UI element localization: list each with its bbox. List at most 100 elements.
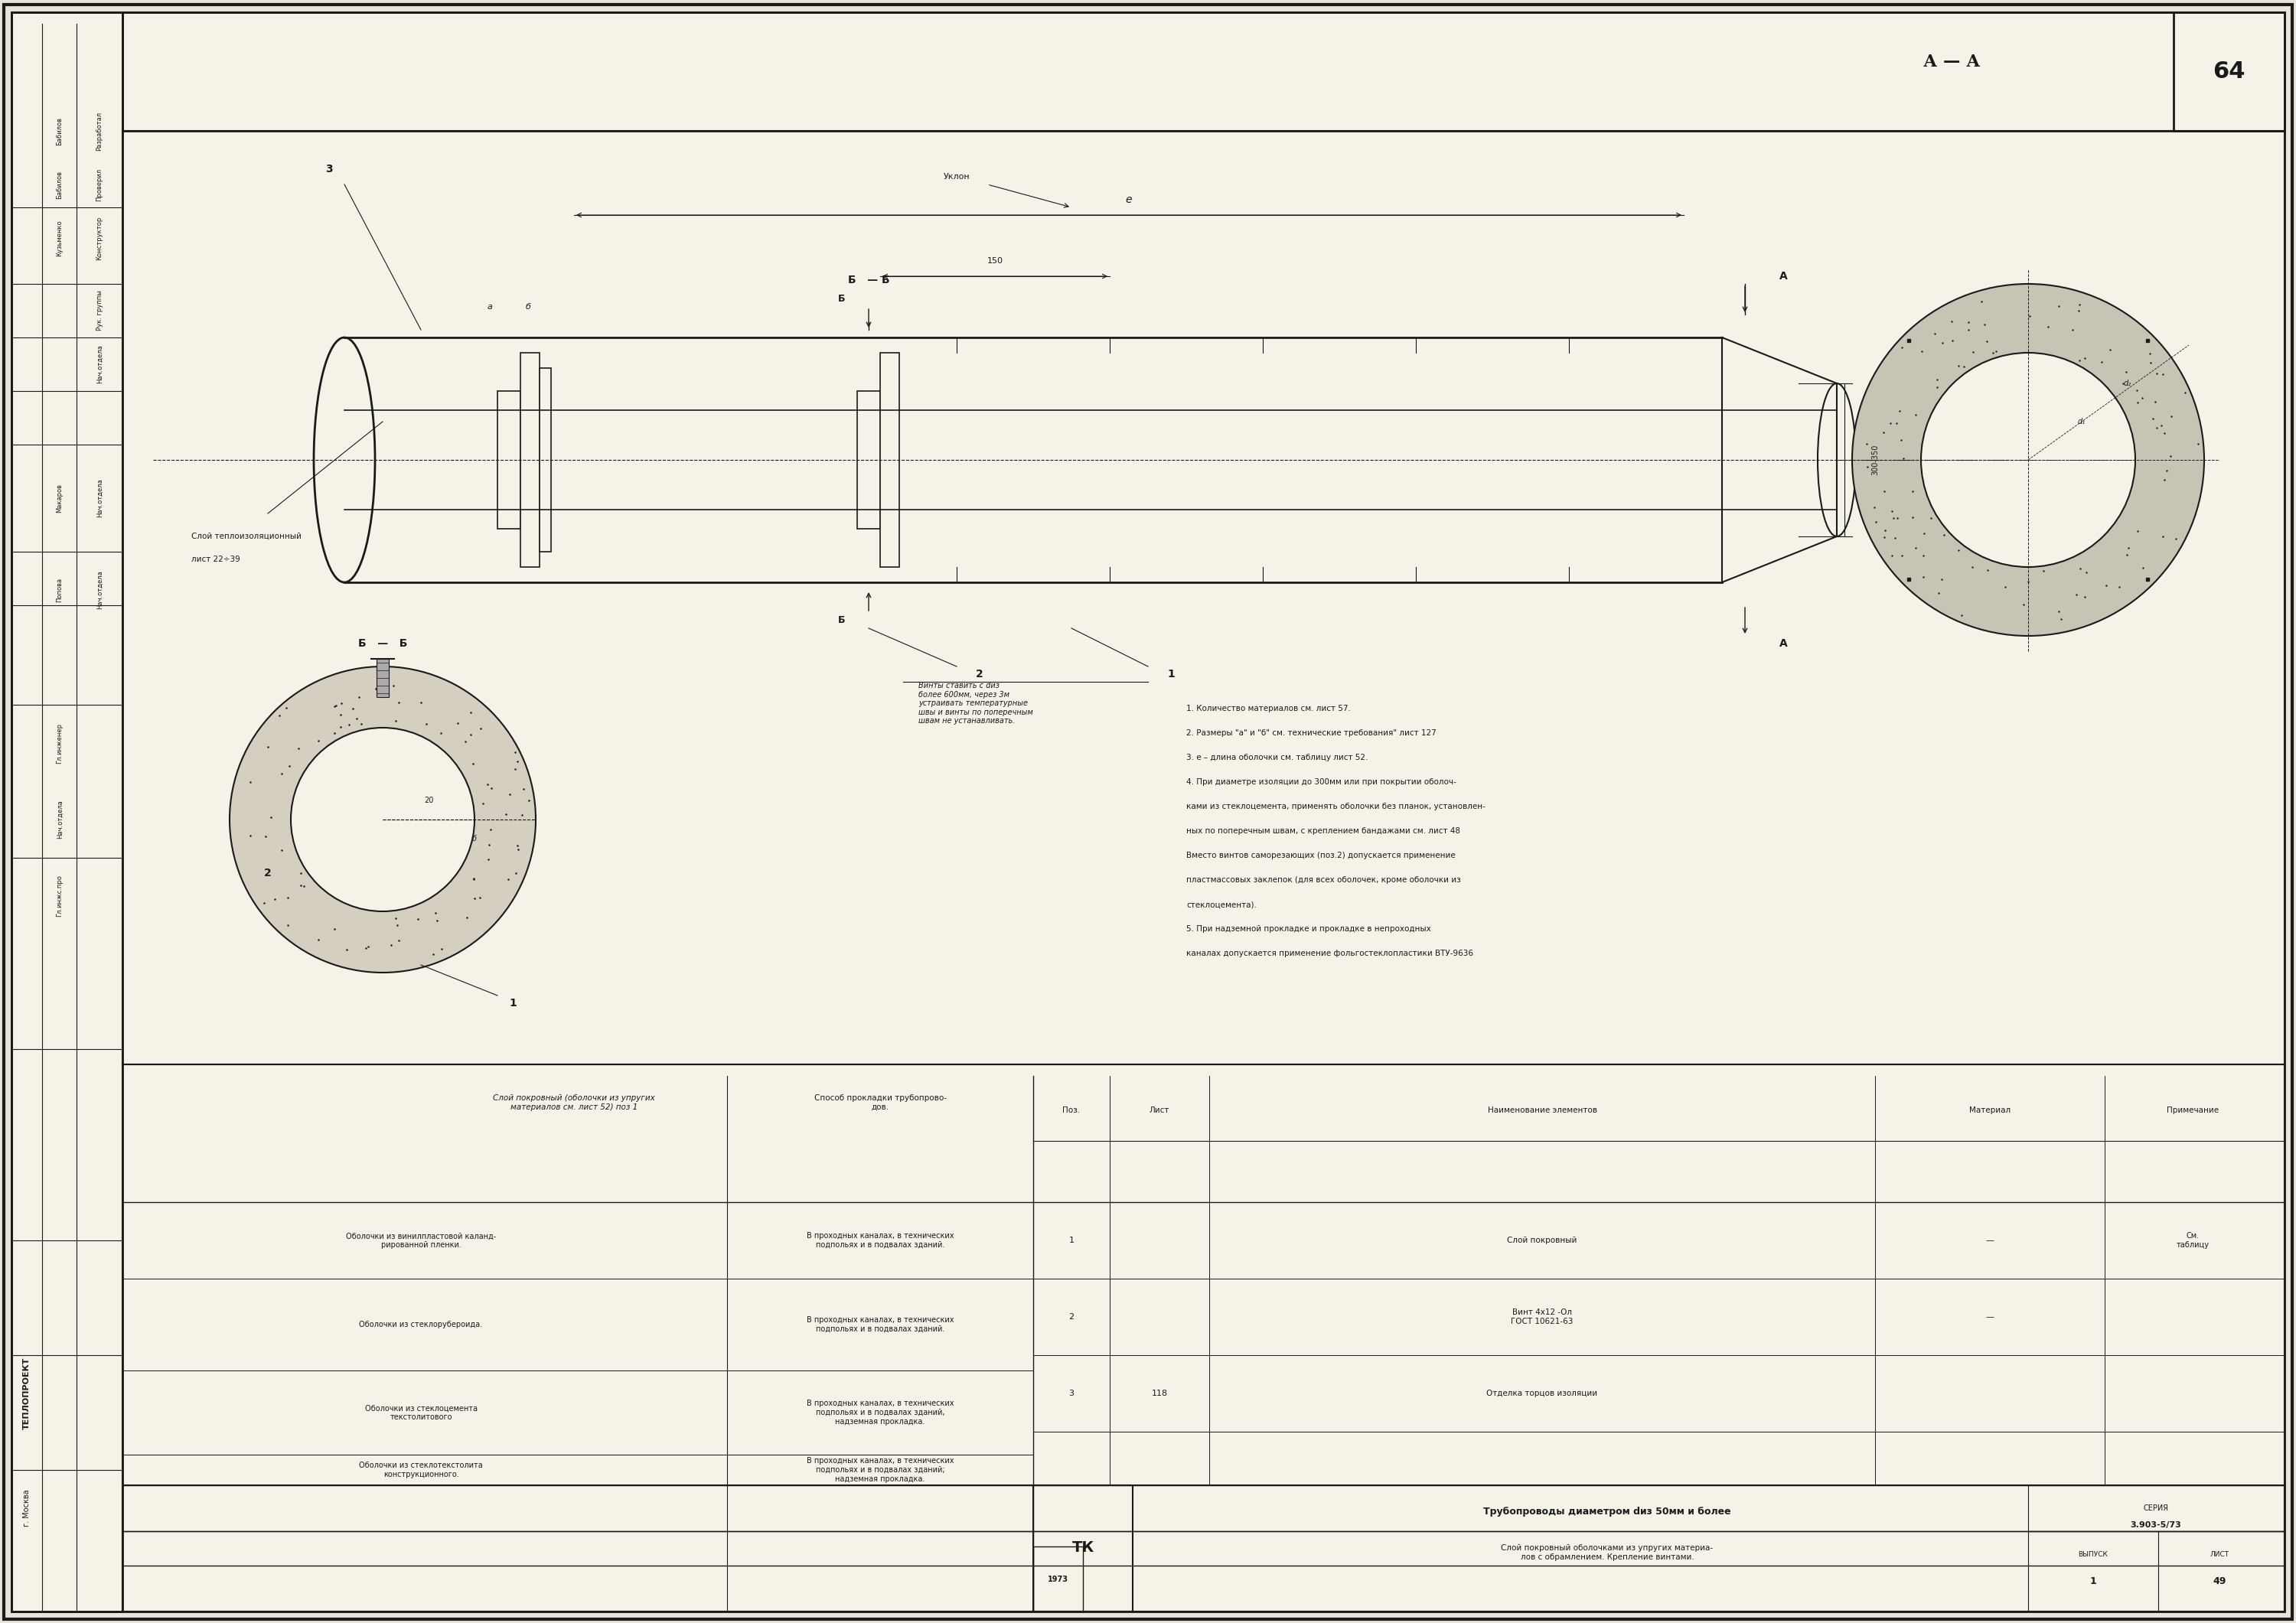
Text: 1: 1 bbox=[1070, 1237, 1075, 1245]
Text: Нач.отдела: Нач.отдела bbox=[57, 800, 64, 839]
Text: 150: 150 bbox=[987, 256, 1003, 265]
Bar bbox=[1033, 1485, 1132, 1612]
Text: В проходных каналах, в технических
подпольях и в подвалах зданий.: В проходных каналах, в технических подпо… bbox=[806, 1232, 953, 1248]
Text: А: А bbox=[1779, 638, 1786, 649]
Text: А — А: А — А bbox=[1924, 54, 1979, 70]
Text: 3. е – длина оболочки см. таблицу лист 52.: 3. е – длина оболочки см. таблицу лист 5… bbox=[1187, 753, 1368, 761]
Text: 64: 64 bbox=[2213, 60, 2245, 83]
Text: Б   — Б: Б — Б bbox=[847, 274, 889, 286]
Text: Наименование элементов: Наименование элементов bbox=[1488, 1107, 1598, 1113]
Text: ЛИСТ: ЛИСТ bbox=[2209, 1550, 2229, 1558]
Bar bbox=[2027, 1485, 2285, 1530]
Text: См.
таблицу: См. таблицу bbox=[2177, 1232, 2209, 1248]
Text: d₁: d₁ bbox=[2078, 417, 2085, 425]
Text: 118: 118 bbox=[1150, 1389, 1169, 1397]
Text: e: e bbox=[1125, 195, 1132, 204]
Text: Слой покровный (оболочки из упругих
материалов см. лист 52) поз 1: Слой покровный (оболочки из упругих мате… bbox=[494, 1094, 654, 1110]
Text: 3: 3 bbox=[1070, 1389, 1075, 1397]
Text: ками из стеклоцемента, применять оболочки без планок, установлен-: ками из стеклоцемента, применять оболочк… bbox=[1187, 803, 1486, 810]
Text: d₂: d₂ bbox=[2124, 380, 2131, 388]
Text: лист 22÷39: лист 22÷39 bbox=[191, 555, 241, 563]
Text: Вместо винтов саморезающих (поз.2) допускается применение: Вместо винтов саморезающих (поз.2) допус… bbox=[1187, 852, 1456, 859]
Text: 20: 20 bbox=[425, 797, 434, 805]
Text: Бабилов: Бабилов bbox=[57, 170, 64, 198]
Text: б: б bbox=[526, 304, 530, 310]
Text: ных по поперечным швам, с креплением бандажами см. лист 48: ных по поперечным швам, с креплением бан… bbox=[1187, 828, 1460, 834]
Bar bbox=[856, 391, 879, 529]
Text: А: А bbox=[1779, 271, 1786, 282]
Bar bbox=[377, 659, 388, 698]
Text: 5. При надземной прокладке и прокладке в непроходных: 5. При надземной прокладке и прокладке в… bbox=[1187, 925, 1430, 933]
Bar bbox=[540, 368, 551, 552]
Text: стеклоцемента).: стеклоцемента). bbox=[1187, 901, 1256, 909]
Text: Б: Б bbox=[838, 294, 845, 304]
Text: Разработал: Разработал bbox=[96, 112, 103, 151]
Text: 1. Количество материалов см. лист 57.: 1. Количество материалов см. лист 57. bbox=[1187, 704, 1350, 712]
Text: 49: 49 bbox=[2213, 1576, 2227, 1586]
Text: Отделка торцов изоляции: Отделка торцов изоляции bbox=[1486, 1389, 1598, 1397]
Text: В проходных каналах, в технических
подпольях и в подвалах зданий.: В проходных каналах, в технических подпо… bbox=[806, 1316, 953, 1332]
Text: Оболочки из стеклотекстолита
конструкционного.: Оболочки из стеклотекстолита конструкцио… bbox=[358, 1462, 482, 1479]
Bar bbox=[498, 391, 521, 529]
Text: Слой покровный: Слой покровный bbox=[1506, 1237, 1577, 1245]
Text: 300-350: 300-350 bbox=[1871, 445, 1878, 476]
Text: 3: 3 bbox=[326, 164, 333, 174]
Text: Рук. группы: Рук. группы bbox=[96, 291, 103, 331]
Text: Нач.отдела: Нач.отдела bbox=[96, 344, 103, 383]
Text: В проходных каналах, в технических
подпольях и в подвалах зданий;
надземная прок: В проходных каналах, в технических подпо… bbox=[806, 1457, 953, 1483]
Bar bbox=[122, 1485, 2285, 1612]
Text: Поз.: Поз. bbox=[1063, 1107, 1081, 1113]
Text: Конструктор: Конструктор bbox=[96, 216, 103, 260]
Text: Б: Б bbox=[838, 615, 845, 625]
Text: Примечание: Примечание bbox=[2167, 1107, 2218, 1113]
Text: Макаров: Макаров bbox=[57, 484, 64, 513]
Text: Лист: Лист bbox=[1150, 1107, 1169, 1113]
Text: 4. При диаметре изоляции до 300мм или при покрытии оболоч-: 4. При диаметре изоляции до 300мм или пр… bbox=[1187, 777, 1456, 786]
Text: Трубопроводы диаметром dиз 50мм и более: Трубопроводы диаметром dиз 50мм и более bbox=[1483, 1508, 1731, 1518]
Text: 1973: 1973 bbox=[1047, 1576, 1068, 1582]
Text: Способ прокладки трубопрово-
дов.: Способ прокладки трубопрово- дов. bbox=[815, 1094, 946, 1110]
Text: 2: 2 bbox=[264, 868, 271, 878]
Text: ТЕПЛОПРОЕКТ: ТЕПЛОПРОЕКТ bbox=[23, 1357, 30, 1430]
Text: Оболочки из стеклорубероида.: Оболочки из стеклорубероида. bbox=[358, 1321, 482, 1328]
Bar bbox=[521, 352, 540, 566]
Text: Кузьменко: Кузьменко bbox=[57, 219, 64, 256]
Bar bbox=[1033, 1547, 1084, 1612]
Circle shape bbox=[1853, 284, 2204, 636]
Bar bbox=[122, 13, 2285, 131]
Text: Гл.инженер: Гл.инженер bbox=[57, 722, 64, 763]
Text: пластмассовых заклепок (для всех оболочек, кроме оболочки из: пластмассовых заклепок (для всех оболоче… bbox=[1187, 876, 1460, 885]
Text: Бабилов: Бабилов bbox=[57, 117, 64, 144]
Text: ВЫПУСК: ВЫПУСК bbox=[2078, 1550, 2108, 1558]
Text: a: a bbox=[487, 304, 491, 310]
Text: 2: 2 bbox=[1068, 1313, 1075, 1321]
Text: Слой теплоизоляционный: Слой теплоизоляционный bbox=[191, 532, 301, 540]
Text: 3.903-5/73: 3.903-5/73 bbox=[2131, 1521, 2181, 1529]
Text: 2: 2 bbox=[976, 669, 983, 680]
Text: Нач.отдела: Нач.отдела bbox=[96, 479, 103, 518]
Text: б: б bbox=[473, 834, 478, 842]
Text: Винт 4х12 -Ол
ГОСТ 10621-63: Винт 4х12 -Ол ГОСТ 10621-63 bbox=[1511, 1308, 1573, 1326]
Text: Попова: Попова bbox=[57, 578, 64, 602]
Text: ТК: ТК bbox=[1072, 1540, 1095, 1555]
Text: 1: 1 bbox=[1166, 669, 1176, 680]
Text: 1: 1 bbox=[510, 998, 517, 1008]
Text: Б   —   Б: Б — Б bbox=[358, 638, 406, 649]
Bar bbox=[11, 13, 122, 1612]
Text: Слой покровный оболочками из упругих материа-
лов с обрамлением. Крепление винта: Слой покровный оболочками из упругих мат… bbox=[1502, 1545, 1713, 1561]
Text: Нач.отдела: Нач.отдела bbox=[96, 571, 103, 609]
Text: Уклон: Уклон bbox=[944, 174, 969, 180]
Bar bbox=[122, 131, 2285, 1065]
Text: Оболочки из винилпластовой каланд-
рированной пленки.: Оболочки из винилпластовой каланд- риров… bbox=[347, 1232, 496, 1248]
Bar bbox=[879, 352, 900, 566]
Bar bbox=[2027, 1530, 2285, 1612]
Text: каналах допускается применение фольгостеклопластики ВТУ-9636: каналах допускается применение фольгосте… bbox=[1187, 949, 1474, 958]
Circle shape bbox=[292, 727, 475, 912]
Text: Гл.инжс.про: Гл.инжс.про bbox=[57, 875, 64, 917]
Text: СЕРИЯ: СЕРИЯ bbox=[2144, 1505, 2167, 1513]
Circle shape bbox=[230, 667, 535, 972]
Bar bbox=[122, 1065, 2285, 1612]
Text: г. Москва: г. Москва bbox=[23, 1490, 30, 1527]
Text: —: — bbox=[1986, 1237, 1995, 1245]
Text: Оболочки из стеклоцемента
текстолитового: Оболочки из стеклоцемента текстолитового bbox=[365, 1404, 478, 1420]
